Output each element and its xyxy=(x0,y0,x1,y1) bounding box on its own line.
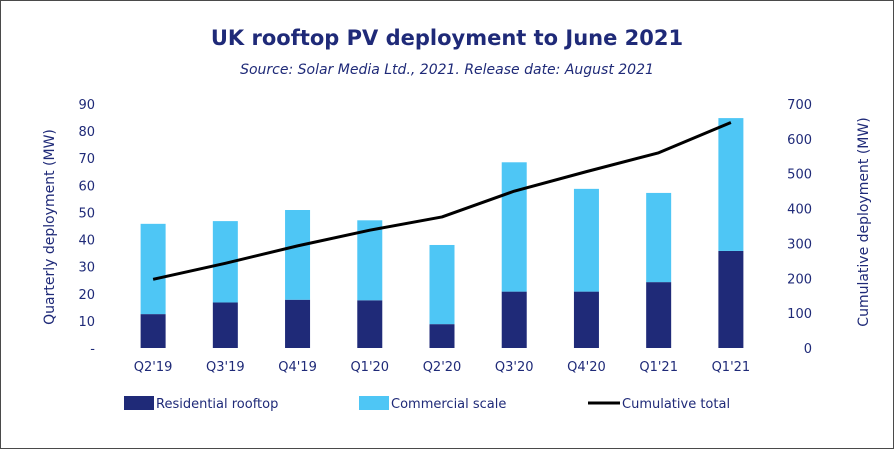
left-tick-label: - xyxy=(90,342,95,357)
right-tick-label: 400 xyxy=(787,203,812,218)
legend-swatch-residential xyxy=(124,396,154,410)
left-tick-label: 60 xyxy=(78,179,95,194)
bar-commercial xyxy=(140,223,166,315)
category-label: Q4'20 xyxy=(567,360,606,375)
legend-label-commercial: Commercial scale xyxy=(391,397,506,412)
bar-residential xyxy=(212,302,238,348)
left-tick-label: 10 xyxy=(78,315,95,330)
left-tick-label: 50 xyxy=(78,206,95,221)
bar-residential xyxy=(140,314,166,348)
category-label: Q4'19 xyxy=(278,360,317,375)
bar-commercial xyxy=(429,244,455,325)
right-tick-label: 600 xyxy=(787,133,812,148)
bar-commercial xyxy=(357,220,383,301)
left-axis-title: Quarterly deployment (MW) xyxy=(42,129,58,325)
right-tick-label: 0 xyxy=(804,342,812,357)
left-tick-label: 20 xyxy=(78,288,95,303)
left-axis-ticks: - 10 20 30 40 50 60 70 80 90 xyxy=(78,98,95,357)
category-label: Q1'20 xyxy=(350,360,389,375)
right-tick-label: 200 xyxy=(787,272,812,287)
legend-label-residential: Residential rooftop xyxy=(156,397,278,412)
right-axis-title: Cumulative deployment (MW) xyxy=(856,117,872,326)
category-label: Q1'21 xyxy=(712,360,751,375)
legend-swatch-commercial xyxy=(359,396,389,410)
category-label: Q2'19 xyxy=(134,360,173,375)
category-label: Q3'19 xyxy=(206,360,245,375)
bar-residential xyxy=(357,300,383,348)
bar-commercial xyxy=(501,162,527,292)
legend: Residential rooftop Commercial scale Cum… xyxy=(124,396,730,412)
bar-residential xyxy=(501,291,527,348)
right-axis-ticks: 0 100 200 300 400 500 600 700 xyxy=(787,98,812,357)
bar-residential xyxy=(285,299,311,348)
category-labels: Q2'19 Q3'19 Q4'19 Q1'20 Q2'20 Q3'20 Q4'20 Q1'21… xyxy=(134,360,750,375)
cumulative-line xyxy=(152,121,732,281)
right-tick-label: 700 xyxy=(787,98,812,113)
bar-residential xyxy=(718,250,744,348)
chart-title: UK rooftop PV deployment to June 2021 xyxy=(210,26,684,50)
bar-residential xyxy=(646,282,672,348)
chart-subtitle: Source: Solar Media Ltd., 2021. Release … xyxy=(240,62,654,78)
bar-commercial xyxy=(718,118,744,251)
right-tick-label: 100 xyxy=(787,307,812,322)
category-label: Q2'20 xyxy=(423,360,462,375)
bar-commercial xyxy=(646,192,672,283)
right-tick-label: 500 xyxy=(787,168,812,183)
bars-group xyxy=(140,118,744,348)
left-tick-label: 30 xyxy=(78,261,95,276)
category-label: Q3'20 xyxy=(495,360,534,375)
left-tick-label: 40 xyxy=(78,234,95,249)
bar-residential xyxy=(573,291,599,348)
bar-commercial xyxy=(573,188,599,292)
left-tick-label: 70 xyxy=(78,152,95,167)
left-tick-label: 80 xyxy=(78,125,95,140)
left-tick-label: 90 xyxy=(78,98,95,113)
category-label: Q1'21 xyxy=(639,360,678,375)
right-tick-label: 300 xyxy=(787,237,812,252)
cumulative-line-group xyxy=(152,121,732,281)
legend-label-cumulative: Cumulative total xyxy=(622,397,730,412)
bar-residential xyxy=(429,324,455,348)
bar-commercial xyxy=(285,210,311,300)
